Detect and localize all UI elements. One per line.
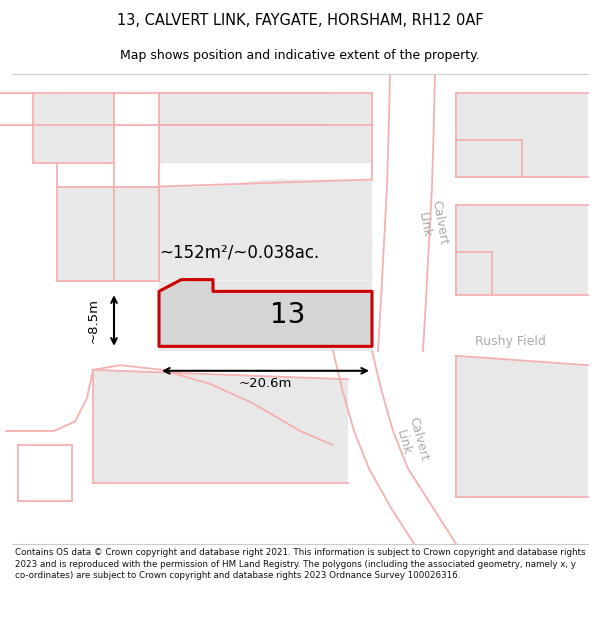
Polygon shape (159, 281, 372, 351)
Polygon shape (93, 370, 348, 482)
Text: 13: 13 (271, 301, 305, 329)
Polygon shape (159, 279, 372, 346)
Text: Calvert
Link: Calvert Link (392, 415, 430, 466)
Polygon shape (57, 186, 159, 281)
Text: Calvert
Link: Calvert Link (414, 199, 450, 249)
Polygon shape (456, 356, 588, 497)
Text: Contains OS data © Crown copyright and database right 2021. This information is : Contains OS data © Crown copyright and d… (15, 548, 586, 581)
Polygon shape (159, 179, 372, 281)
Text: Rushy Field: Rushy Field (475, 335, 545, 348)
Polygon shape (159, 92, 372, 163)
Text: ~152m²/~0.038ac.: ~152m²/~0.038ac. (159, 243, 319, 261)
Text: ~8.5m: ~8.5m (86, 298, 100, 343)
Polygon shape (456, 206, 588, 294)
Polygon shape (456, 92, 588, 177)
Polygon shape (33, 92, 114, 163)
Text: ~20.6m: ~20.6m (239, 378, 292, 391)
Text: Map shows position and indicative extent of the property.: Map shows position and indicative extent… (120, 49, 480, 62)
Text: 13, CALVERT LINK, FAYGATE, HORSHAM, RH12 0AF: 13, CALVERT LINK, FAYGATE, HORSHAM, RH12… (116, 13, 484, 28)
